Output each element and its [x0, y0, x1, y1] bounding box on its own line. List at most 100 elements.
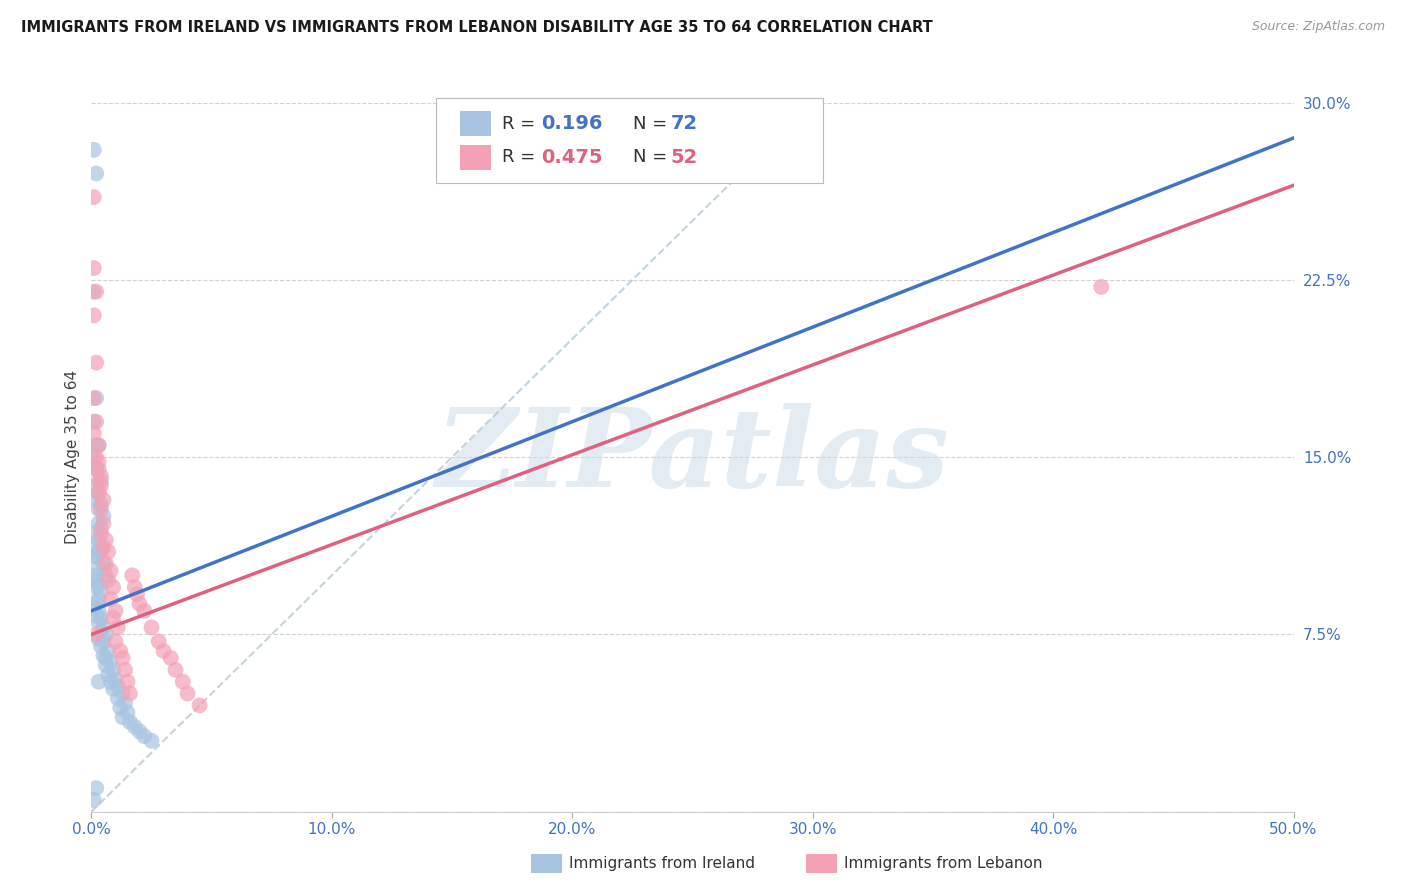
Point — [93, 620, 115, 634]
Text: 0.196: 0.196 — [541, 114, 603, 133]
Point — [87, 592, 110, 607]
Point — [121, 568, 143, 582]
Point — [94, 568, 117, 582]
Point — [97, 573, 120, 587]
Point — [84, 462, 107, 476]
Point — [165, 663, 187, 677]
Point — [83, 793, 105, 807]
Point — [93, 492, 115, 507]
Point — [93, 634, 115, 648]
Point — [90, 585, 112, 599]
Point — [83, 391, 105, 405]
Point — [97, 644, 120, 658]
Point — [90, 625, 112, 640]
Point — [83, 260, 105, 275]
Point — [101, 663, 124, 677]
Point — [84, 478, 107, 492]
Point — [125, 587, 148, 601]
Point — [93, 648, 115, 663]
Point — [117, 706, 139, 720]
Point — [90, 497, 112, 511]
Point — [101, 580, 124, 594]
Point — [117, 674, 139, 689]
Point — [107, 691, 129, 706]
Point — [93, 516, 115, 531]
Point — [87, 474, 110, 488]
Point — [124, 580, 146, 594]
Text: R =: R = — [502, 148, 541, 166]
Point — [83, 415, 105, 429]
Point — [134, 604, 156, 618]
Point — [188, 698, 211, 713]
Text: R =: R = — [502, 115, 541, 133]
Point — [90, 639, 112, 653]
Point — [128, 597, 150, 611]
Point — [84, 781, 107, 796]
Point — [84, 597, 107, 611]
Point — [114, 696, 136, 710]
Point — [84, 568, 107, 582]
Point — [84, 549, 107, 564]
Point — [83, 601, 105, 615]
Point — [134, 729, 156, 743]
Point — [83, 540, 105, 554]
Point — [141, 620, 163, 634]
Point — [93, 557, 115, 571]
Point — [87, 455, 110, 469]
Point — [124, 720, 146, 734]
Point — [94, 658, 117, 673]
Point — [107, 620, 129, 634]
Point — [84, 166, 107, 180]
Text: 72: 72 — [671, 114, 697, 133]
Point — [159, 651, 181, 665]
Point — [84, 627, 107, 641]
Point — [87, 561, 110, 575]
Point — [104, 604, 127, 618]
Point — [176, 687, 198, 701]
Point — [83, 450, 105, 464]
Point — [93, 540, 115, 554]
Text: 52: 52 — [671, 148, 697, 167]
Point — [111, 687, 134, 701]
Point — [93, 509, 115, 524]
Point — [90, 478, 112, 492]
Text: Source: ZipAtlas.com: Source: ZipAtlas.com — [1251, 20, 1385, 33]
Point — [83, 309, 105, 323]
Point — [1090, 280, 1112, 294]
Point — [84, 608, 107, 623]
Text: Immigrants from Ireland: Immigrants from Ireland — [569, 856, 755, 871]
Point — [172, 674, 194, 689]
Point — [87, 674, 110, 689]
Text: N =: N = — [633, 115, 672, 133]
Point — [87, 485, 110, 500]
Point — [84, 580, 107, 594]
Point — [87, 438, 110, 452]
Point — [87, 604, 110, 618]
Point — [84, 285, 107, 299]
Point — [97, 667, 120, 681]
Point — [83, 549, 105, 564]
Point — [118, 714, 141, 729]
Text: ZIPatlas: ZIPatlas — [436, 403, 949, 511]
Point — [101, 681, 124, 696]
Point — [90, 474, 112, 488]
Text: 0.475: 0.475 — [541, 148, 603, 167]
Point — [111, 710, 134, 724]
Point — [84, 438, 107, 452]
Text: IMMIGRANTS FROM IRELAND VS IMMIGRANTS FROM LEBANON DISABILITY AGE 35 TO 64 CORRE: IMMIGRANTS FROM IRELAND VS IMMIGRANTS FR… — [21, 20, 932, 35]
Point — [87, 615, 110, 630]
Point — [83, 573, 105, 587]
Point — [83, 190, 105, 204]
Point — [83, 143, 105, 157]
Point — [87, 485, 110, 500]
Y-axis label: Disability Age 35 to 64: Disability Age 35 to 64 — [65, 370, 80, 544]
Point — [87, 502, 110, 516]
Point — [87, 544, 110, 558]
Point — [84, 415, 107, 429]
Point — [87, 516, 110, 531]
Point — [90, 611, 112, 625]
Point — [100, 592, 122, 607]
Point — [101, 611, 124, 625]
Point — [90, 502, 112, 516]
Point — [90, 521, 112, 535]
